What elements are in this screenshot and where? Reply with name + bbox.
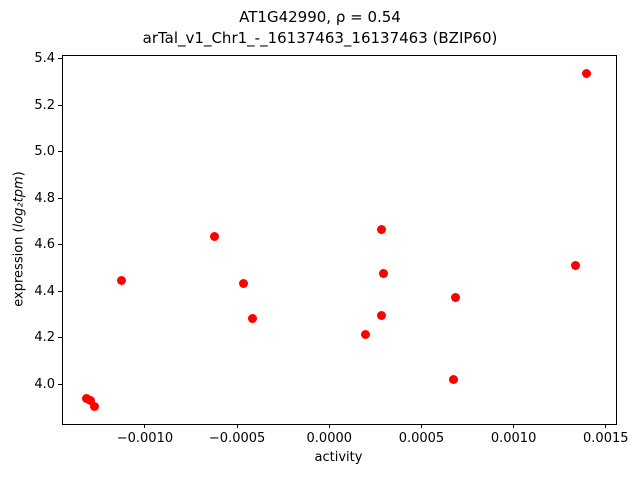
y-tick-label: 4.2 (34, 330, 55, 346)
plot-area (62, 55, 617, 425)
x-tick-label: 0.0015 (583, 431, 629, 446)
x-tick-mark (328, 424, 330, 428)
data-point (379, 269, 389, 279)
y-tick-mark (58, 244, 62, 246)
chart-title-block: AT1G42990, ρ = 0.54 arTal_v1_Chr1_-_1613… (0, 7, 640, 49)
x-tick-label: 0.0005 (398, 431, 445, 446)
data-point (209, 232, 219, 241)
x-tick-label: 0.0010 (490, 431, 537, 446)
x-tick-mark (236, 424, 238, 428)
x-tick-label: −0.0010 (116, 431, 174, 446)
data-point (451, 292, 461, 302)
y-tick-mark (58, 290, 62, 292)
data-point (377, 311, 387, 321)
chart-title-line2: arTal_v1_Chr1_-_16137463_16137463 (BZIP6… (142, 29, 498, 47)
x-axis-label: activity (314, 450, 363, 465)
data-point (449, 375, 459, 385)
data-point (360, 329, 370, 339)
y-tick-label: 5.0 (34, 144, 55, 160)
data-point (248, 313, 258, 323)
y-tick-mark (58, 384, 62, 386)
x-tick-mark (605, 424, 607, 428)
data-point (89, 402, 99, 412)
y-tick-label: 5.2 (34, 97, 55, 113)
x-tick-mark (144, 424, 146, 428)
y-tick-label: 4.0 (34, 377, 55, 393)
y-tick-mark (58, 104, 62, 106)
y-axis-label-suffix: ) (11, 171, 27, 177)
chart-title-line1: AT1G42990, ρ = 0.54 (239, 8, 401, 26)
data-point (239, 278, 249, 288)
data-point (570, 261, 580, 271)
x-tick-label: 0.0000 (306, 431, 353, 446)
data-point (377, 225, 387, 235)
x-tick-mark (513, 424, 515, 428)
y-tick-label: 4.8 (34, 190, 55, 206)
data-point (86, 396, 96, 406)
data-point (117, 276, 127, 286)
x-tick-label: −0.0005 (208, 431, 266, 446)
y-tick-mark (58, 197, 62, 199)
y-tick-mark (58, 337, 62, 339)
y-tick-label: 4.6 (34, 237, 55, 253)
data-point (582, 68, 591, 78)
y-tick-mark (58, 151, 62, 153)
y-tick-label: 4.4 (34, 283, 55, 299)
y-tick-label: 5.4 (34, 50, 55, 66)
x-tick-mark (420, 424, 422, 428)
y-tick-mark (58, 57, 62, 59)
